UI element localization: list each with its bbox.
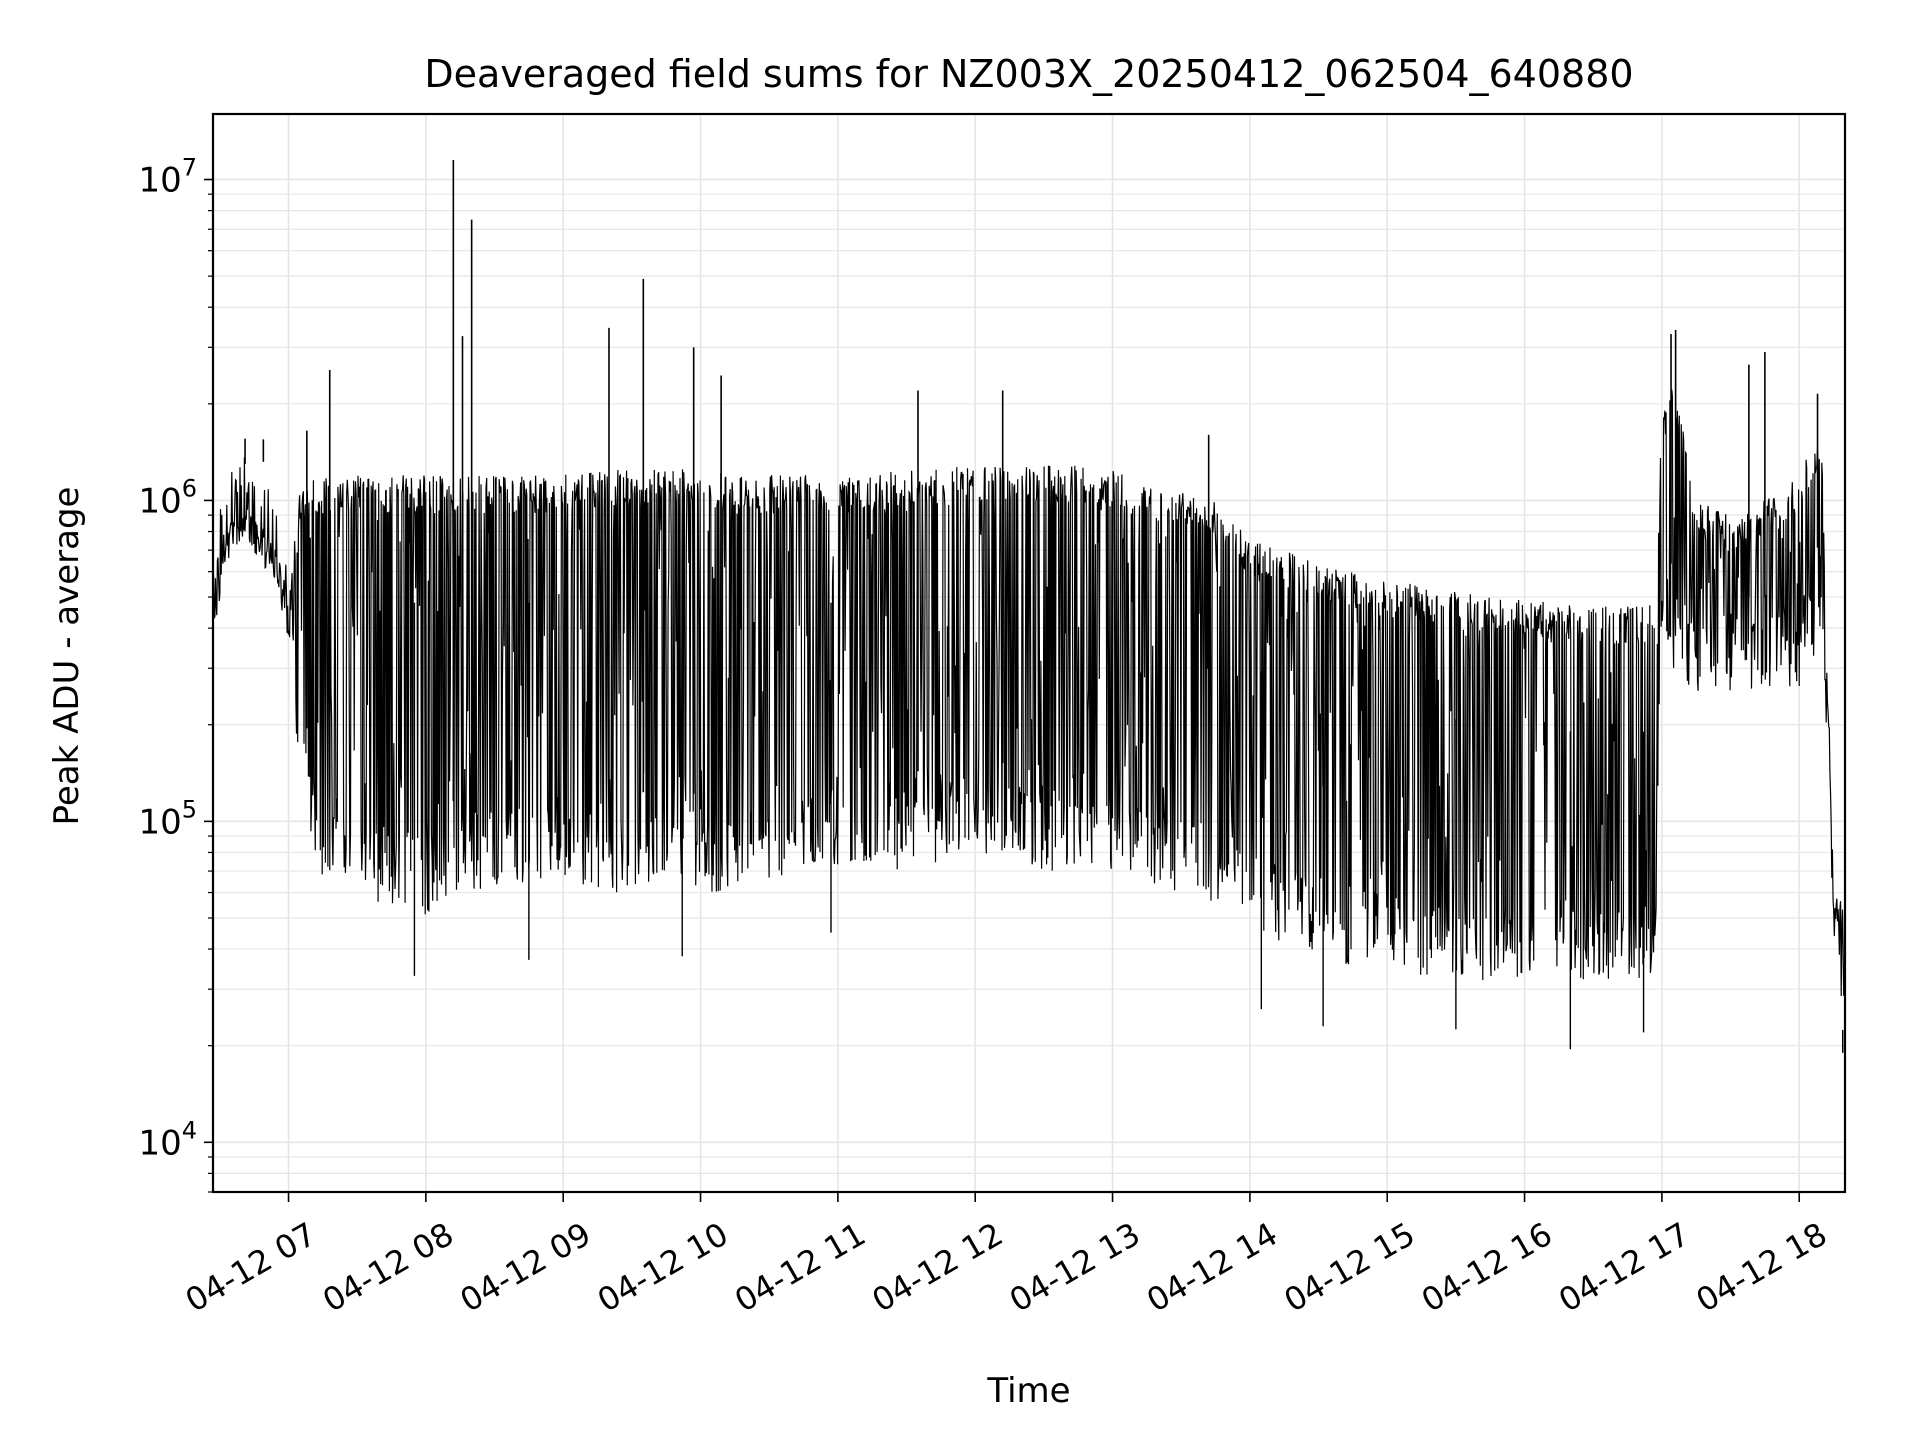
y-tick-exponent: 7 <box>182 154 197 182</box>
y-tick-exponent: 4 <box>182 1116 197 1144</box>
y-tick-base: 10 <box>138 1123 181 1163</box>
y-tick-label: 105 <box>138 795 197 842</box>
y-tick-exponent: 6 <box>182 474 197 502</box>
y-axis-label: Peak ADU - average <box>47 487 87 826</box>
y-tick-exponent: 5 <box>182 795 197 823</box>
data-series-line <box>212 389 1846 997</box>
data-layer <box>212 160 1846 1053</box>
plot-frame <box>211 112 1847 1194</box>
x-axis-label: Time <box>986 1371 1070 1411</box>
y-tick-base: 10 <box>138 481 181 521</box>
y-tick-base: 10 <box>138 161 181 201</box>
y-tick-label: 104 <box>138 1116 197 1163</box>
y-tick-label: 107 <box>138 154 197 201</box>
y-tick-label: 106 <box>138 474 197 521</box>
chart-title: Deaveraged field sums for NZ003X_2025041… <box>424 52 1633 96</box>
y-tick-base: 10 <box>138 802 181 842</box>
